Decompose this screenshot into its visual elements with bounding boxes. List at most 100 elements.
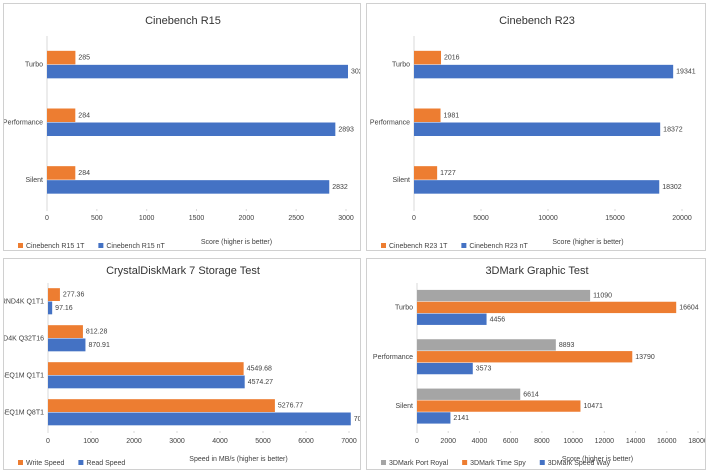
legend-swatch (381, 243, 386, 248)
x-tick-label: 20000 (672, 215, 692, 222)
data-label: 277.36 (63, 292, 85, 299)
bar (417, 301, 677, 314)
bar (47, 50, 76, 65)
legend-label: 3DMark Time Spy (470, 460, 526, 467)
bar (414, 166, 438, 180)
x-tick-label: 5000 (255, 438, 271, 445)
x-tick-label: 12000 (595, 438, 615, 445)
data-label: 3573 (476, 366, 492, 373)
bar (417, 362, 473, 375)
data-label: 10471 (583, 403, 603, 410)
y-tick-label: RND4K Q32T16 (3, 335, 44, 342)
legend-label: Cinebench R23 1T (389, 243, 448, 250)
x-tick-label: 16000 (657, 438, 677, 445)
legend-swatch (539, 460, 545, 465)
legend-label: Cinebench R15 1T (26, 243, 85, 250)
legend-label: 3DMark Speed Way (548, 460, 611, 467)
x-tick-label: 0 (45, 215, 49, 222)
data-label: 2893 (338, 126, 354, 133)
x-tick-label: 1000 (83, 438, 99, 445)
data-label: 7041.1 (354, 416, 361, 423)
bar (47, 166, 76, 180)
legend-swatch (381, 460, 386, 465)
bar (414, 50, 442, 65)
x-axis-label: Score (higher is better) (201, 239, 272, 246)
y-tick-label: Turbo (395, 305, 413, 312)
chart-title: CrystalDiskMark 7 Storage Test (106, 265, 260, 277)
data-label: 284 (78, 170, 90, 177)
bar (414, 64, 674, 79)
data-label: 812.28 (86, 329, 108, 336)
chart-title: Cinebench R15 (145, 15, 221, 27)
bar (48, 412, 351, 426)
data-label: 13790 (635, 354, 655, 361)
data-label: 19341 (676, 69, 696, 76)
bar (417, 351, 633, 363)
x-axis-label: Score (higher is better) (562, 456, 633, 463)
x-tick-label: 1500 (189, 215, 205, 222)
bar (48, 325, 83, 338)
chart-panel: CrystalDiskMark 7 Storage Test 0 1000 2000 3… (3, 258, 361, 470)
data-label: 4549.68 (247, 366, 272, 373)
y-tick-label: Silent (25, 177, 43, 184)
data-label: 870.91 (88, 342, 110, 349)
chart-panel: Cinebench R23 0 5000 10000 15000 20000 Turbo 20… (366, 3, 706, 251)
x-tick-label: 3000 (338, 215, 354, 222)
chart-panel: Cinebench R15 0 500 1000 1500 2000 2500 3000 Tur… (3, 3, 361, 251)
legend-swatch (461, 243, 467, 248)
x-axis-label: Score (higher is better) (552, 239, 623, 246)
chart-title: Cinebench R23 (499, 15, 575, 27)
data-label: 4574.27 (248, 379, 273, 386)
y-tick-label: Silent (392, 177, 410, 184)
bar (48, 288, 60, 301)
x-tick-label: 0 (412, 215, 416, 222)
y-tick-label: Turbo (25, 62, 43, 69)
data-label: 18302 (662, 184, 682, 191)
y-tick-label: RND4K Q1T1 (3, 298, 44, 305)
x-tick-label: 15000 (605, 215, 625, 222)
data-label: 5276.77 (278, 403, 303, 410)
data-label: 11090 (593, 293, 612, 300)
bar (414, 108, 441, 122)
bar (417, 289, 591, 302)
y-tick-label: Performance (3, 119, 43, 126)
x-tick-label: 14000 (626, 438, 646, 445)
bar (417, 388, 521, 400)
x-tick-label: 4000 (212, 438, 228, 445)
x-tick-label: 6000 (298, 438, 314, 445)
x-tick-label: 18000 (688, 438, 706, 445)
legend-swatch (18, 460, 23, 465)
bar (47, 108, 76, 122)
legend-swatch (98, 243, 104, 248)
y-tick-label: Performance (373, 354, 413, 361)
x-tick-label: 2000 (126, 438, 142, 445)
x-axis-label: Speed in MB/s (higher is better) (189, 456, 287, 463)
data-label: 18372 (663, 126, 683, 133)
chart-panel: 3DMark Graphic Test 0 2000 4000 6000 8000 1000… (366, 258, 706, 470)
bar (48, 301, 53, 315)
data-label: 2832 (332, 184, 348, 191)
data-label: 4456 (490, 316, 506, 323)
data-label: 1981 (444, 112, 460, 119)
bar (48, 338, 86, 352)
data-label: 2141 (453, 415, 469, 422)
y-tick-label: SEQ1M Q1T1 (3, 372, 44, 379)
y-tick-label: Silent (395, 403, 413, 410)
legend-label: Read Speed (86, 460, 125, 467)
x-tick-label: 6000 (503, 438, 519, 445)
y-tick-label: Performance (370, 119, 410, 126)
x-tick-label: 7000 (341, 438, 357, 445)
y-tick-label: Turbo (392, 62, 410, 69)
data-label: 6614 (523, 391, 539, 398)
x-tick-label: 1000 (139, 215, 155, 222)
x-tick-label: 8000 (534, 438, 550, 445)
x-tick-label: 10000 (538, 215, 558, 222)
x-tick-label: 2000 (239, 215, 255, 222)
x-tick-label: 500 (91, 215, 103, 222)
data-label: 16604 (679, 305, 699, 312)
x-tick-label: 3000 (169, 438, 185, 445)
bar (47, 122, 336, 136)
bar (417, 400, 581, 412)
legend-label: 3DMark Port Royal (389, 460, 449, 467)
